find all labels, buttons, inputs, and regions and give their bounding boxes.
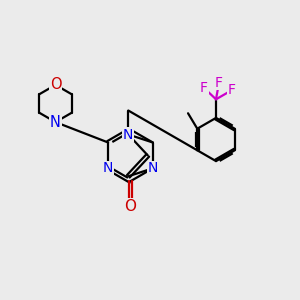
Text: N: N xyxy=(50,115,61,130)
Text: F: F xyxy=(228,83,236,97)
Text: O: O xyxy=(50,77,61,92)
Text: N: N xyxy=(123,128,134,142)
Text: F: F xyxy=(200,81,208,95)
Text: N: N xyxy=(103,161,113,175)
Text: F: F xyxy=(215,76,223,90)
Text: N: N xyxy=(148,161,158,175)
Text: O: O xyxy=(124,199,136,214)
